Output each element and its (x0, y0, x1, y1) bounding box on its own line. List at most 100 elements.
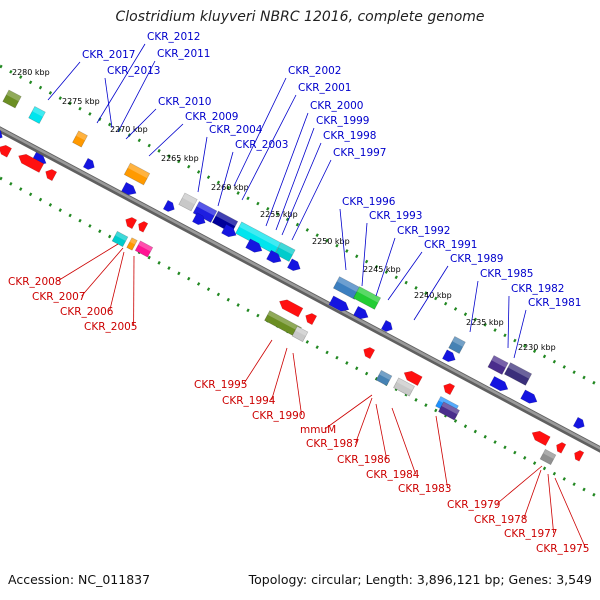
reverse-gene-arrow[interactable] (572, 449, 585, 462)
reverse-leader-line (435, 415, 448, 489)
forward-gene-label[interactable]: CKR_1993 (369, 210, 422, 222)
reverse-gene-block[interactable] (291, 325, 309, 343)
forward-gene-label[interactable]: CKR_2000 (310, 100, 363, 112)
forward-gene-arrow[interactable] (520, 389, 540, 406)
reverse-gene-label[interactable]: CKR_2005 (84, 321, 137, 333)
reverse-gene-block[interactable] (393, 377, 415, 397)
reverse-gene-arrow[interactable] (361, 345, 376, 360)
reverse-gene-label[interactable]: CKR_1995 (194, 379, 247, 391)
reverse-gene-arrow[interactable] (402, 368, 423, 386)
reverse-leader-line (547, 473, 554, 534)
forward-gene-label[interactable]: CKR_1989 (450, 253, 503, 265)
forward-gene-block[interactable] (178, 192, 198, 212)
forward-gene-block[interactable] (123, 162, 151, 186)
forward-gene-block[interactable] (2, 89, 22, 109)
reverse-gene-arrow[interactable] (554, 441, 567, 454)
scale-label: 2245 kbp (363, 265, 401, 274)
reverse-gene-arrow[interactable] (530, 428, 551, 446)
forward-gene-label[interactable]: CKR_1982 (511, 283, 564, 295)
reverse-gene-block[interactable] (438, 401, 460, 421)
reverse-gene-arrow[interactable] (277, 297, 304, 318)
reverse-gene-block[interactable] (539, 448, 557, 466)
forward-gene-block[interactable] (274, 242, 296, 262)
forward-gene-label[interactable]: CKR_2002 (288, 65, 341, 77)
backbone-group (0, 126, 600, 453)
forward-gene-block[interactable] (448, 336, 466, 354)
reverse-leader-line (355, 397, 373, 444)
forward-gene-label[interactable]: CKR_2003 (235, 139, 288, 151)
reverse-gene-arrow[interactable] (0, 143, 12, 158)
forward-gene-label[interactable]: CKR_2012 (147, 31, 200, 43)
forward-gene-block[interactable] (503, 362, 533, 386)
reverse-gene-arrow[interactable] (43, 167, 58, 182)
reverse-gene-label[interactable]: CKR_1990 (252, 410, 305, 422)
reverse-gene-arrow[interactable] (16, 151, 45, 173)
forward-leader-line (217, 151, 234, 207)
forward-gene-arrow[interactable] (192, 212, 207, 227)
reverse-gene-label[interactable]: CKR_1979 (447, 499, 500, 511)
reverse-gene-label[interactable]: CKR_2006 (60, 306, 114, 318)
forward-gene-label[interactable]: CKR_1985 (480, 268, 533, 280)
reverse-gene-arrow[interactable] (441, 381, 456, 396)
reverse-gene-block[interactable] (375, 369, 393, 387)
forward-gene-label[interactable]: CKR_1996 (342, 196, 396, 208)
forward-gene-label[interactable]: CKR_2004 (209, 124, 263, 136)
forward-gene-arrow[interactable] (353, 305, 370, 321)
reverse-gene-label[interactable]: CKR_1975 (536, 543, 589, 555)
forward-gene-arrow[interactable] (489, 376, 511, 393)
forward-gene-label[interactable]: CKR_1991 (424, 239, 477, 251)
forward-gene-arrow[interactable] (287, 258, 302, 273)
reverse-gene-label[interactable]: CKR_1983 (398, 483, 451, 495)
forward-gene-label[interactable]: CKR_1998 (323, 130, 376, 142)
forward-leader-line (233, 77, 287, 187)
reverse-gene-label[interactable]: mmuM (300, 424, 336, 436)
forward-leader-line (47, 61, 81, 101)
reverse-gene-label[interactable]: CKR_1994 (222, 395, 276, 407)
reverse-gene-arrow[interactable] (123, 215, 138, 230)
reverse-scale-track (0, 176, 600, 500)
forward-gene-arrow[interactable] (328, 295, 351, 314)
forward-gene-arrow[interactable] (245, 238, 265, 255)
reverse-gene-block[interactable] (126, 237, 138, 251)
forward-gene-arrow[interactable] (82, 157, 97, 172)
forward-gene-arrow[interactable] (380, 319, 395, 334)
forward-gene-block[interactable] (28, 106, 46, 124)
forward-gene-label[interactable]: CKR_1999 (316, 115, 369, 127)
forward-gene-label[interactable]: CKR_1997 (333, 147, 386, 159)
reverse-gene-label[interactable]: CKR_2007 (32, 291, 85, 303)
forward-gene-block[interactable] (192, 201, 218, 223)
forward-gene-block[interactable] (352, 286, 382, 310)
reverse-gene-label[interactable]: CKR_1984 (366, 469, 420, 481)
reverse-gene-label[interactable]: CKR_2008 (8, 276, 61, 288)
forward-gene-block[interactable] (72, 130, 88, 148)
forward-gene-arrow[interactable] (572, 416, 587, 431)
forward-gene-arrow[interactable] (266, 249, 283, 265)
forward-gene-label[interactable]: CKR_2011 (157, 48, 210, 60)
reverse-gene-arrow[interactable] (303, 311, 318, 326)
forward-gene-label[interactable]: CKR_2009 (185, 111, 238, 123)
forward-gene-label[interactable]: CKR_2017 (82, 49, 135, 61)
reverse-gene-block[interactable] (134, 240, 154, 258)
forward-leader-line (361, 222, 368, 287)
forward-gene-label[interactable]: CKR_2010 (158, 96, 211, 108)
forward-gene-arrow[interactable] (221, 223, 238, 239)
forward-gene-block[interactable] (487, 355, 509, 375)
reverse-gene-label[interactable]: CKR_1986 (337, 454, 391, 466)
reverse-leader-line (391, 407, 416, 475)
reverse-gene-arrow[interactable] (136, 220, 149, 233)
reverse-gene-block[interactable] (111, 230, 129, 248)
forward-gene-arrow[interactable] (442, 349, 457, 364)
forward-gene-label[interactable]: CKR_1981 (528, 297, 581, 309)
reverse-gene-label[interactable]: CKR_1987 (306, 438, 359, 450)
reverse-leader-line (292, 352, 302, 416)
forward-gene-label[interactable]: CKR_2001 (298, 82, 351, 94)
reverse-gene-label[interactable]: CKR_1978 (474, 514, 527, 526)
scale-label: 2265 kbp (161, 154, 199, 163)
forward-gene-arrow[interactable] (121, 181, 138, 197)
forward-gene-label[interactable]: CKR_2013 (107, 65, 160, 77)
reverse-gene-label[interactable]: CKR_1977 (504, 528, 557, 540)
reverse-leader-line (324, 394, 373, 430)
forward-gene-block[interactable] (332, 276, 362, 300)
forward-gene-arrow[interactable] (162, 199, 177, 214)
forward-gene-label[interactable]: CKR_1992 (397, 225, 450, 237)
